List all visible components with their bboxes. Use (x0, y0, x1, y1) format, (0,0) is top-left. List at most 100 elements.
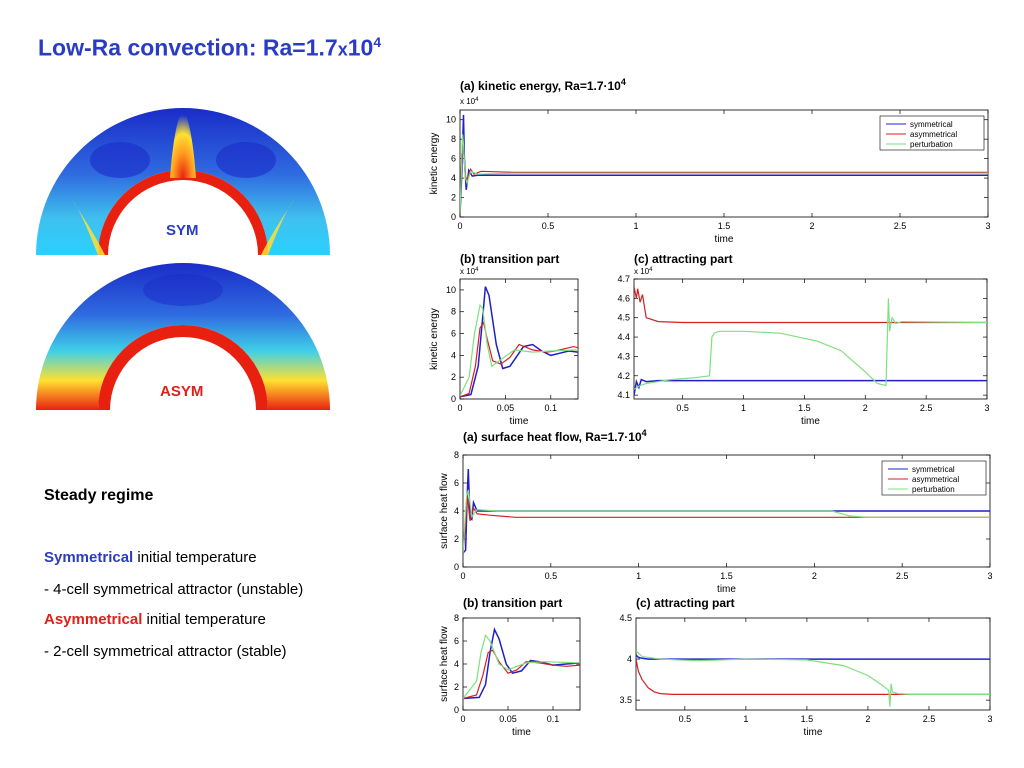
symmetrical-attractor-line: - 4-cell symmetrical attractor (unstable… (44, 581, 304, 598)
chart-ke-a: 0 0.5 1 1.5 2 2.5 3 0 2 4 6 8 10 time kinetic energy x … (429, 77, 991, 245)
chart-title-text: transition part (482, 596, 563, 610)
x-axis-label: time (510, 416, 529, 427)
asym-label: ASYM (160, 383, 204, 400)
x-axis-label: time (717, 584, 736, 595)
axis-multiplier-exponent: 4 (475, 97, 479, 103)
y-tick-label: 10 (446, 285, 456, 295)
chart-panel-label: (a) (460, 79, 478, 93)
x-tick-label: 2 (863, 403, 868, 413)
slide-title: Low-Ra convection: Ra=1.7x104 (38, 34, 381, 62)
x-tick-label: 1.5 (720, 571, 733, 581)
y-tick-label: 0 (451, 394, 456, 404)
x-tick-label: 2 (809, 221, 814, 231)
legend-entry-symmetrical: symmetrical (910, 120, 953, 129)
x-tick-label: 3 (987, 714, 992, 724)
legend-entry-symmetrical: symmetrical (912, 465, 955, 474)
series-line-symmetrical (636, 654, 990, 660)
y-tick-label: 4.5 (619, 613, 632, 623)
y-tick-label: 4 (627, 654, 632, 664)
legend-entry-asymmetrical: asymmetrical (910, 130, 957, 139)
title-exponent: 4 (373, 34, 382, 50)
x-tick-label: 0.05 (497, 403, 515, 413)
chart-title: (b) transition part (460, 252, 559, 266)
y-tick-label: 4.6 (617, 293, 630, 303)
symmetrical-keyword: Symmetrical (44, 549, 134, 566)
y-tick-label: 2 (451, 193, 456, 203)
y-tick-label: 0 (451, 212, 456, 222)
y-tick-label: 8 (451, 307, 456, 317)
asymmetrical-keyword: Asymmetrical (44, 611, 143, 628)
chart-panel-label: (b) (463, 596, 482, 610)
axis-multiplier: x 104 (460, 267, 479, 276)
chart-ke-c: 0.5 1 1.5 2 2.5 3 4.1 4.2 4.3 4.4 4.5 4.6 4.7 time x 1… (617, 252, 989, 427)
chart-title: (c) attracting part (636, 596, 735, 610)
y-tick-label: 4 (454, 659, 459, 669)
x-tick-label: 0 (457, 221, 462, 231)
x-tick-label: 0.5 (676, 403, 689, 413)
x-tick-label: 2.5 (923, 714, 936, 724)
x-tick-label: 1 (743, 714, 748, 724)
x-tick-label: 2.5 (920, 403, 933, 413)
x-tick-label: 3 (985, 221, 990, 231)
chart-title-text: surface heat flow, Ra=1.7·10 (481, 430, 642, 444)
chart-title-text: transition part (479, 252, 560, 266)
chart-title-text: attracting part (652, 252, 733, 266)
x-tick-label: 1.5 (798, 403, 811, 413)
x-tick-label: 3 (987, 571, 992, 581)
y-axis-label: kinetic energy (429, 133, 440, 195)
y-tick-label: 0 (454, 562, 459, 572)
plot-frame (635, 617, 991, 711)
y-tick-label: 6 (454, 478, 459, 488)
y-tick-label: 4.1 (617, 390, 630, 400)
x-tick-label: 0.05 (499, 714, 517, 724)
x-tick-label: 1.5 (718, 221, 731, 231)
asymmetrical-line: Asymmetrical initial temperature (44, 611, 266, 628)
series-line-perturbation (636, 650, 990, 707)
chart-panel-label: (a) (463, 430, 481, 444)
y-tick-label: 4 (451, 350, 456, 360)
series-line-symmetrical (460, 286, 578, 398)
y-tick-label: 10 (446, 115, 456, 125)
x-axis-label: time (804, 727, 823, 738)
asymmetrical-rest: initial temperature (142, 611, 266, 628)
title-x: x (337, 39, 348, 60)
x-axis-label: time (715, 234, 734, 245)
y-tick-label: 4.3 (617, 351, 630, 361)
y-tick-label: 6 (451, 154, 456, 164)
asym-dome (36, 263, 330, 410)
y-axis-label: surface heat flow (439, 472, 450, 548)
chart-ke-b: 0 0.05 0.1 0 2 4 6 8 10 time kinetic energy x 104(b… (429, 252, 579, 427)
x-tick-label: 1 (741, 403, 746, 413)
y-tick-label: 8 (454, 613, 459, 623)
chart-title: (a) kinetic energy, Ra=1.7·104 (460, 77, 626, 93)
sym-dome (36, 108, 330, 255)
legend-entry-perturbation: perturbation (912, 485, 955, 494)
asymmetrical-attractor-line: - 2-cell symmetrical attractor (stable) (44, 643, 287, 660)
x-tick-label: 1 (633, 221, 638, 231)
y-tick-label: 4.4 (617, 332, 630, 342)
chart-title-exponent: 4 (621, 77, 626, 87)
series-line-asymmetrical (460, 321, 578, 398)
series-line-perturbation (463, 489, 990, 554)
x-tick-label: 2 (865, 714, 870, 724)
symmetrical-line: Symmetrical initial temperature (44, 549, 257, 566)
legend-entry-asymmetrical: asymmetrical (912, 475, 959, 484)
chart-hf-c: 0.5 1 1.5 2 2.5 3 3.5 4 4.5 time (c) attracting pa… (619, 596, 992, 738)
axis-multiplier-exponent: 4 (475, 267, 479, 273)
axis-multiplier: x 104 (634, 267, 653, 276)
series-line-perturbation (460, 303, 578, 396)
y-tick-label: 2 (454, 682, 459, 692)
chart-title-exponent: 4 (642, 428, 647, 438)
y-tick-label: 4 (451, 173, 456, 183)
y-tick-label: 4.5 (617, 313, 630, 323)
x-tick-label: 0 (460, 714, 465, 724)
y-tick-label: 3.5 (619, 695, 632, 705)
title-base: 10 (347, 34, 374, 61)
y-tick-label: 2 (454, 534, 459, 544)
sym-label: SYM (166, 222, 199, 239)
x-tick-label: 2.5 (896, 571, 909, 581)
x-tick-label: 0.5 (545, 571, 558, 581)
chart-panel-label: (c) (634, 252, 652, 266)
plot-frame (459, 278, 579, 400)
